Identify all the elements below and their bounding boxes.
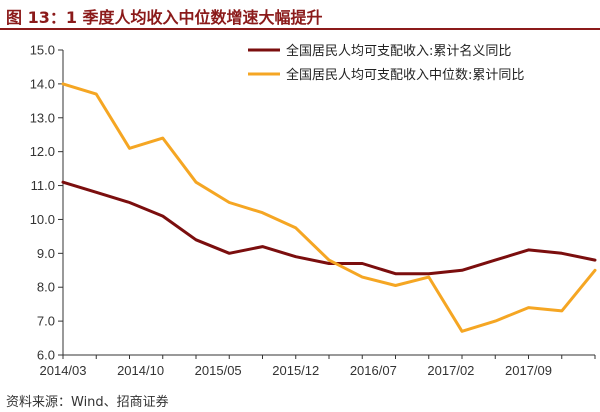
chart-series [61,82,597,333]
chart-axes: 6.0 7.0 8.0 9.0 10.0 11.0 12.0 13.0 14.0 15.0 2014… [30,43,596,378]
series-line-2 [61,82,597,333]
x-tick-label: 2015/12 [272,363,319,378]
x-tick-label: 2014/03 [40,363,87,378]
y-tick-label: 15.0 [30,43,55,58]
x-tick-label: 2014/10 [117,363,164,378]
y-tick-label: 13.0 [30,110,55,125]
y-tick-label: 14.0 [30,76,55,91]
y-tick-label: 9.0 [37,246,55,261]
y-tick-label: 8.0 [37,280,55,295]
x-tick-label: 2017/09 [505,363,552,378]
y-tick-label: 7.0 [37,314,55,329]
figure-title: 图 13：1 季度人均收入中位数增速大幅提升 [6,8,323,27]
series-line-1 [61,180,597,276]
title-divider [0,28,600,30]
x-tick-label: 2017/02 [427,363,474,378]
legend-label-1: 全国居民人均可支配收入:累计名义同比 [286,43,511,59]
x-tick-label: 2016/07 [350,363,397,378]
legend-label-2: 全国居民人均可支配收入中位数:累计同比 [286,67,524,83]
x-tick-label: 2015/05 [195,363,242,378]
y-tick-label: 6.0 [37,348,55,363]
y-tick-label: 12.0 [30,144,55,159]
y-tick-label: 10.0 [30,212,55,227]
y-tick-label: 11.0 [31,178,55,193]
source-note: 资料来源：Wind、招商证券 [6,395,169,410]
